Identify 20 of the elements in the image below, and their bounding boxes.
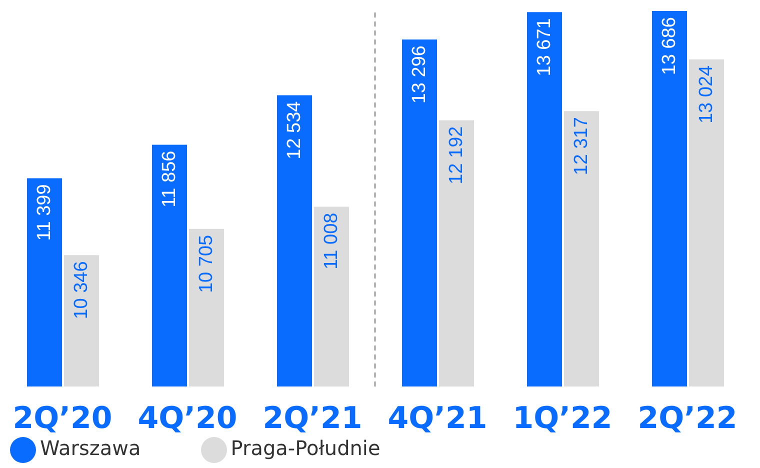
x-tick-label: 4Q’21 [388,400,488,436]
data-label: 12 317 [571,117,592,176]
data-label: 12 192 [446,126,467,184]
data-label: 13 671 [534,18,555,76]
data-label: 13 686 [659,17,680,76]
legend-label: Warszawa [40,436,141,460]
data-label: 13 296 [409,46,430,104]
x-tick-label: 1Q’22 [512,400,612,436]
data-label: 10 705 [196,234,217,294]
data-label: 13 024 [696,64,717,124]
x-tick-label: 2Q’20 [12,400,112,436]
x-tick-label: 2Q’22 [638,400,738,436]
data-label: 11 008 [321,212,342,270]
data-label: 11 856 [159,150,180,208]
data-label: 11 399 [34,184,55,241]
x-tick-label: 4Q’20 [138,400,238,436]
legend-label: Praga-Południe [230,436,380,460]
data-label: 10 346 [71,261,92,320]
data-label: 12 534 [284,100,305,160]
x-tick-label: 2Q’21 [262,400,362,436]
